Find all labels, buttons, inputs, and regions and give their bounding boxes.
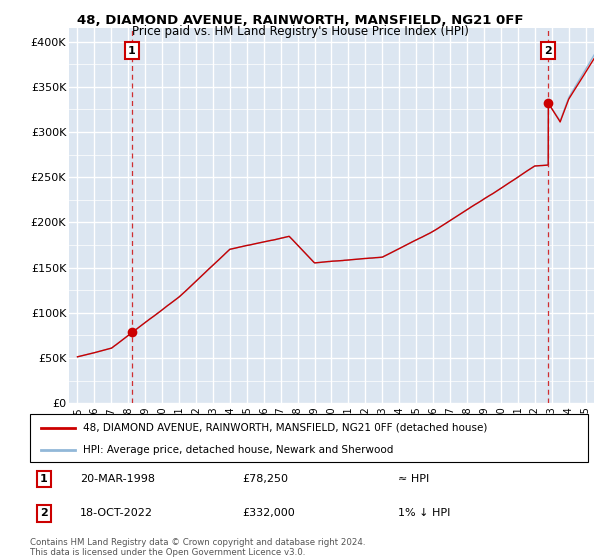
Text: £332,000: £332,000 [242, 508, 295, 519]
Text: 18-OCT-2022: 18-OCT-2022 [80, 508, 153, 519]
Text: 48, DIAMOND AVENUE, RAINWORTH, MANSFIELD, NG21 0FF: 48, DIAMOND AVENUE, RAINWORTH, MANSFIELD… [77, 14, 523, 27]
Text: HPI: Average price, detached house, Newark and Sherwood: HPI: Average price, detached house, Newa… [83, 445, 394, 455]
Text: ≈ HPI: ≈ HPI [398, 474, 430, 484]
FancyBboxPatch shape [30, 414, 588, 462]
Text: 2: 2 [40, 508, 48, 519]
Text: 48, DIAMOND AVENUE, RAINWORTH, MANSFIELD, NG21 0FF (detached house): 48, DIAMOND AVENUE, RAINWORTH, MANSFIELD… [83, 423, 487, 433]
Text: £78,250: £78,250 [242, 474, 288, 484]
Text: 20-MAR-1998: 20-MAR-1998 [80, 474, 155, 484]
Text: Contains HM Land Registry data © Crown copyright and database right 2024.
This d: Contains HM Land Registry data © Crown c… [30, 538, 365, 557]
Text: 1% ↓ HPI: 1% ↓ HPI [398, 508, 451, 519]
Text: Price paid vs. HM Land Registry's House Price Index (HPI): Price paid vs. HM Land Registry's House … [131, 25, 469, 38]
Text: 2: 2 [544, 45, 552, 55]
Text: 1: 1 [40, 474, 48, 484]
Text: 1: 1 [128, 45, 136, 55]
